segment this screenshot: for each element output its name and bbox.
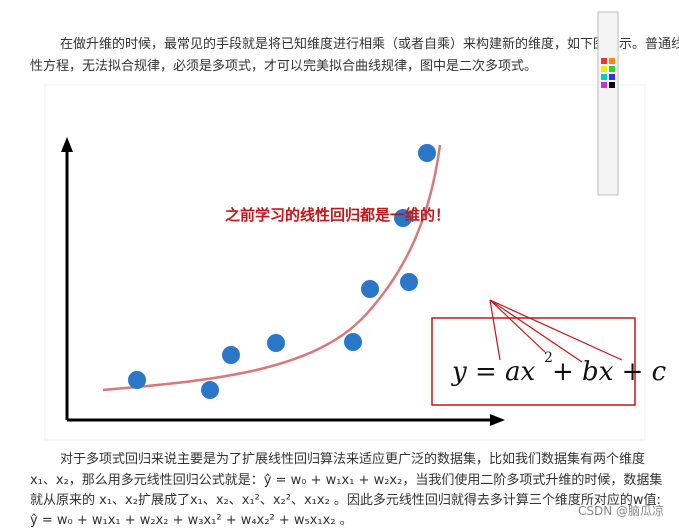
swatch[interactable] [609,74,615,80]
equation-exponent: 2 [544,350,553,366]
paragraph-line: x₁、x₂，那么用多元线性回归公式就是：ŷ = w₀ + w₁x₁ + w₂x₂… [30,472,662,488]
paragraph-line: 性方程，无法拟合规律，必须是多项式，才可以完美拟合曲线规律，图中是二次多项式。 [30,58,537,74]
paragraph-line: ŷ = w₀ + w₁x₁ + w₂x₂ + w₃x₁² + w₄x₂² + w… [30,513,353,528]
swatch[interactable] [609,82,615,88]
equation: + bx + c [552,357,667,387]
paragraph-line: 对于多项式回归来说主要是为了扩展线性回归算法来适应更广泛的数据集，比如我们数据集… [60,451,645,467]
arrowhead [490,414,505,426]
annotation: 之前学习的线性回归都是一维的！ [225,206,450,224]
swatch[interactable] [601,66,607,72]
arrows [489,299,623,363]
figure: 之前学习的线性回归都是一维的！ y = ax 2 + bx + c [44,84,667,441]
swatch[interactable] [601,74,607,80]
point [267,334,285,352]
point [394,209,412,227]
swatch[interactable] [609,66,615,72]
paragraph-line: 就从原来的 x₁、x₂扩展成了x₁、x₂、x₁²、x₂²、x₁x₂ 。因此多元线… [30,492,661,508]
point [418,144,436,162]
equation-box [431,317,636,406]
swatch[interactable] [601,58,607,64]
point [222,346,240,364]
point [344,333,362,351]
paragraph-line: 在做升维的时候，最常见的手段就是将已知维度进行相乘（或者自乘）来构建新的维度，如… [60,36,679,52]
swatch[interactable] [601,82,607,88]
points [128,144,436,399]
point [128,371,146,389]
watermark: CSDN @脑瓜凉 [578,503,664,518]
point [400,273,418,291]
fit-curve [102,144,442,392]
equation: y = ax [451,357,536,387]
toolbar-panel [597,11,619,196]
point [201,381,219,399]
arrowhead [61,137,73,152]
toolbar[interactable] [597,11,619,196]
swatch[interactable] [609,58,615,64]
point [361,280,379,298]
